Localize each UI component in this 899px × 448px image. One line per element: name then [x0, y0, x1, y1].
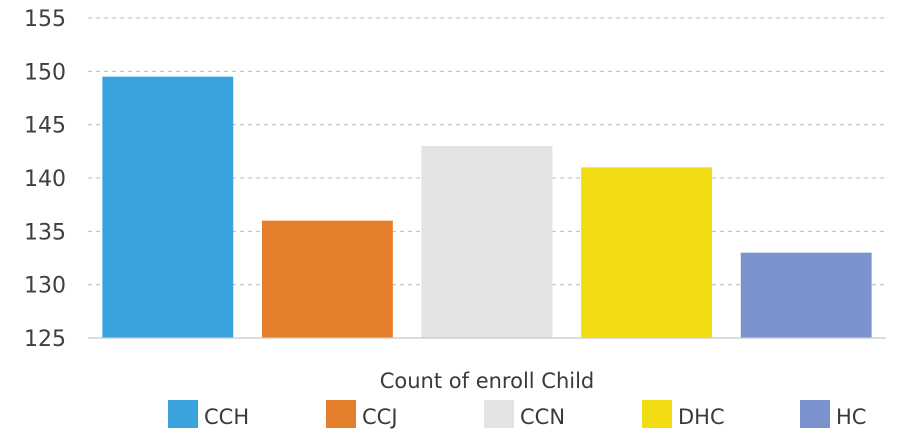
legend-label-ccn: CCN	[520, 405, 565, 429]
bar-cch	[102, 76, 234, 339]
bar-dhc	[581, 167, 713, 338]
bar-ccj	[261, 220, 393, 338]
y-axis-ticks: 125 130 135 140 145 150 155	[24, 7, 66, 352]
legend-label-ccj: CCJ	[362, 405, 398, 429]
y-tick-label: 125	[24, 327, 66, 352]
x-axis-title: Count of enroll Child	[380, 369, 595, 393]
y-tick-label: 145	[24, 114, 66, 139]
legend-label-cch: CCH	[204, 405, 249, 429]
y-tick-label: 155	[24, 7, 66, 32]
legend-swatch-hc	[800, 400, 830, 428]
legend-swatch-cch	[168, 400, 198, 428]
bar-hc	[740, 252, 872, 338]
y-tick-label: 135	[24, 220, 66, 245]
y-tick-label: 150	[24, 60, 66, 85]
bars	[102, 76, 872, 339]
legend-swatch-ccj	[326, 400, 356, 428]
legend-swatch-ccn	[484, 400, 514, 428]
legend-swatch-dhc	[642, 400, 672, 428]
legend-label-hc: HC	[836, 405, 866, 429]
bar-ccn	[421, 146, 553, 338]
legend: CCH CCJ CCN DHC HC	[168, 400, 866, 429]
y-tick-label: 140	[24, 167, 66, 192]
legend-label-dhc: DHC	[678, 405, 725, 429]
y-tick-label: 130	[24, 274, 66, 299]
